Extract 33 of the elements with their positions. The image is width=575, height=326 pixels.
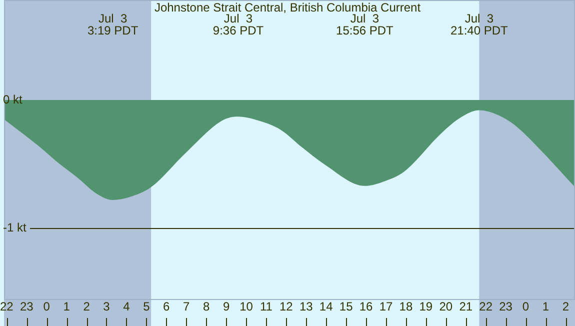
x-tick-label: 1: [542, 300, 550, 314]
x-tick-label: 17: [379, 300, 393, 314]
x-tick-label: 1: [63, 300, 70, 314]
x-tick-label: 0: [43, 300, 50, 314]
x-tick-label: 4: [123, 300, 130, 314]
x-tick-label: 11: [260, 300, 273, 314]
y-tick-label: -1 kt: [3, 220, 28, 235]
x-tick-label: 12: [280, 300, 294, 314]
x-tick-label: 0: [522, 300, 530, 314]
x-tick-label: 14: [319, 300, 334, 314]
y-tick-label: 0 kt: [3, 92, 24, 106]
x-tick-label: 8: [202, 300, 210, 314]
x-tick-label: 15: [339, 300, 354, 314]
x-tick-label: 2: [562, 300, 570, 314]
x-tick-label: 16: [359, 300, 374, 314]
x-tick-label: 3: [103, 300, 110, 314]
x-tick-label: 7: [183, 300, 190, 314]
x-tick-label: 23: [499, 300, 513, 314]
x-tick-label: 13: [299, 300, 314, 314]
x-tick-label: 20: [439, 300, 453, 314]
x-tick-label: 10: [240, 300, 254, 314]
x-tick-label: 9: [222, 300, 230, 314]
annotation: Jul 3 21:40 PDT: [450, 11, 509, 38]
x-tick-label: 22: [0, 300, 14, 314]
x-tick-label: 2: [83, 300, 90, 314]
annotation: Jul 3 3:19 PDT: [87, 11, 139, 38]
x-tick-label: 5: [143, 300, 150, 314]
x-tick-label: 21: [459, 300, 473, 314]
x-tick-label: 23: [20, 300, 34, 314]
x-tick-label: 6: [163, 300, 170, 314]
x-tick-label: 19: [419, 300, 433, 314]
x-tick-label: 22: [479, 300, 493, 314]
x-tick-label: 18: [399, 300, 413, 314]
